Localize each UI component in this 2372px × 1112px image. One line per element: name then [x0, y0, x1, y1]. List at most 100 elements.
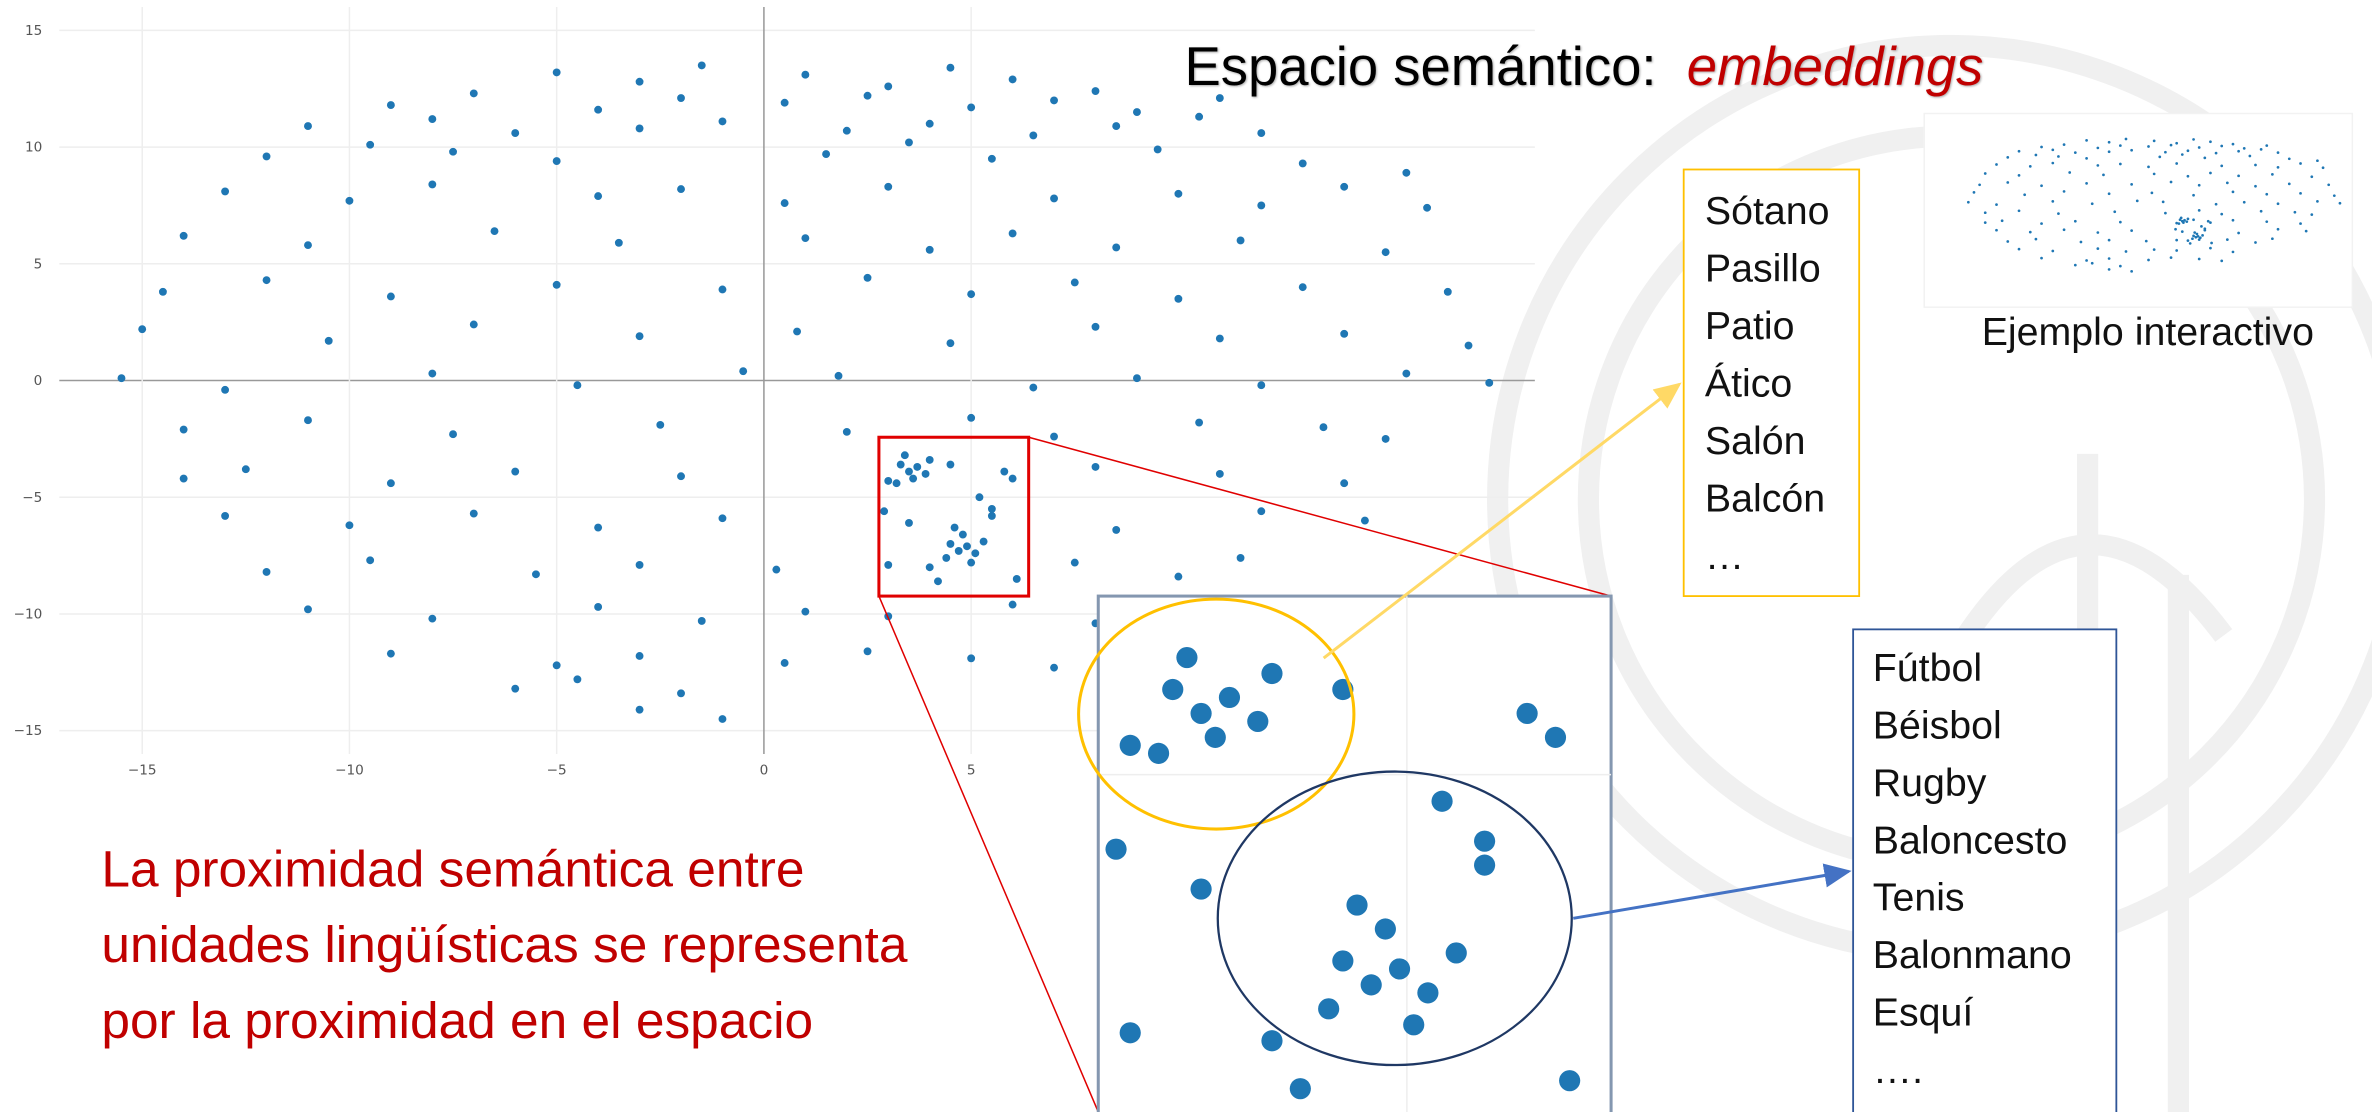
point [1402, 169, 1410, 177]
point [1009, 75, 1017, 83]
point [926, 120, 934, 128]
word-box [1853, 629, 2116, 1112]
thumbnail-point [2277, 166, 2280, 169]
thumbnail-point [2237, 150, 2240, 153]
inset-point [1431, 791, 1452, 812]
point [1071, 279, 1079, 287]
thumbnail-point [2249, 155, 2252, 158]
thumbnail-point [2147, 145, 2150, 148]
point [946, 64, 954, 72]
point [1092, 463, 1100, 471]
thumbnail-point [2288, 157, 2291, 160]
word: Béisbol [1873, 703, 2002, 747]
point [428, 115, 436, 123]
thumbnail-point [2232, 191, 2235, 194]
thumbnail-point [2153, 173, 2156, 176]
point [1174, 573, 1182, 581]
point [951, 524, 959, 532]
point [1299, 283, 1307, 291]
point [1112, 244, 1120, 252]
thumbnail-point [2153, 248, 2156, 251]
thumbnail-point [2151, 191, 2154, 194]
thumbnail-point [2108, 257, 2111, 260]
thumbnail-point [2029, 231, 2032, 234]
point [221, 188, 229, 196]
zoom-line [1029, 437, 1611, 596]
point [221, 512, 229, 520]
inset-point [1191, 703, 1212, 724]
inset-point [1205, 727, 1226, 748]
thumbnail-point [2170, 256, 2173, 259]
thumbnail-point [2210, 242, 2213, 245]
thumbnail-point [2198, 238, 2201, 241]
title-emphasis: embeddings [1687, 36, 1984, 97]
point [1050, 96, 1058, 104]
inset-point [1361, 974, 1382, 995]
thumbnail-point [2265, 144, 2268, 147]
word: Fútbol [1873, 646, 1982, 690]
thumbnail-point [2198, 258, 2201, 261]
thumbnail-point [2108, 268, 2111, 271]
thumbnail-point [2136, 200, 2139, 203]
thumbnail-point [2265, 193, 2268, 196]
word: Balonmano [1873, 933, 2072, 977]
point [959, 531, 967, 539]
thumbnail-point [2305, 230, 2308, 233]
thumbnail-point [2175, 249, 2178, 252]
point [1444, 288, 1452, 296]
thumbnail-point [2130, 149, 2133, 152]
point [967, 414, 975, 422]
thumbnail-point [2108, 192, 2111, 195]
thumbnail-point [2260, 148, 2263, 151]
point [739, 367, 747, 375]
point [159, 288, 167, 296]
point [428, 370, 436, 378]
point [913, 463, 921, 471]
point [905, 138, 913, 146]
point [698, 61, 706, 69]
thumbnail-point [2113, 210, 2116, 213]
point [1299, 159, 1307, 167]
point [1013, 575, 1021, 583]
point [553, 281, 561, 289]
thumbnail-point [2029, 165, 2032, 168]
thumbnail-point [2051, 200, 2054, 203]
thumbnail-point [2196, 233, 2199, 236]
thumbnail-point [2119, 265, 2122, 268]
point [491, 227, 499, 235]
point [1257, 381, 1265, 389]
thumbnail-point [2209, 247, 2212, 250]
point [1382, 435, 1390, 443]
thumbnail-point [2051, 148, 2054, 151]
thumbnail-point [2243, 147, 2246, 150]
thumbnail-point [2271, 173, 2274, 176]
thumbnail-point [2153, 139, 2156, 142]
thumbnail-point [2085, 182, 2088, 185]
inset-point [1375, 918, 1396, 939]
inset-point [1247, 711, 1268, 732]
point [801, 608, 809, 616]
point [553, 68, 561, 76]
point [1133, 108, 1141, 116]
thumbnail-point [2085, 139, 2088, 142]
point [366, 141, 374, 149]
point [366, 556, 374, 564]
thumbnail-point [2191, 237, 2194, 240]
point [719, 117, 727, 125]
point [1000, 468, 1008, 476]
thumbnail-point [2271, 237, 2274, 240]
point [346, 197, 354, 205]
thumbnail-point [2299, 222, 2302, 225]
thumbnail-point [2209, 172, 2212, 175]
thumbnail-point [2040, 222, 2043, 225]
point [1009, 230, 1017, 238]
inset-point [1403, 1014, 1424, 1035]
point [428, 615, 436, 623]
point [1009, 601, 1017, 609]
thumbnail-point [2006, 240, 2009, 243]
thumbnail-point [2220, 165, 2223, 168]
point [636, 652, 644, 660]
point [615, 239, 623, 247]
word: Salón [1705, 419, 1806, 463]
thumbnail-point [2102, 174, 2105, 177]
